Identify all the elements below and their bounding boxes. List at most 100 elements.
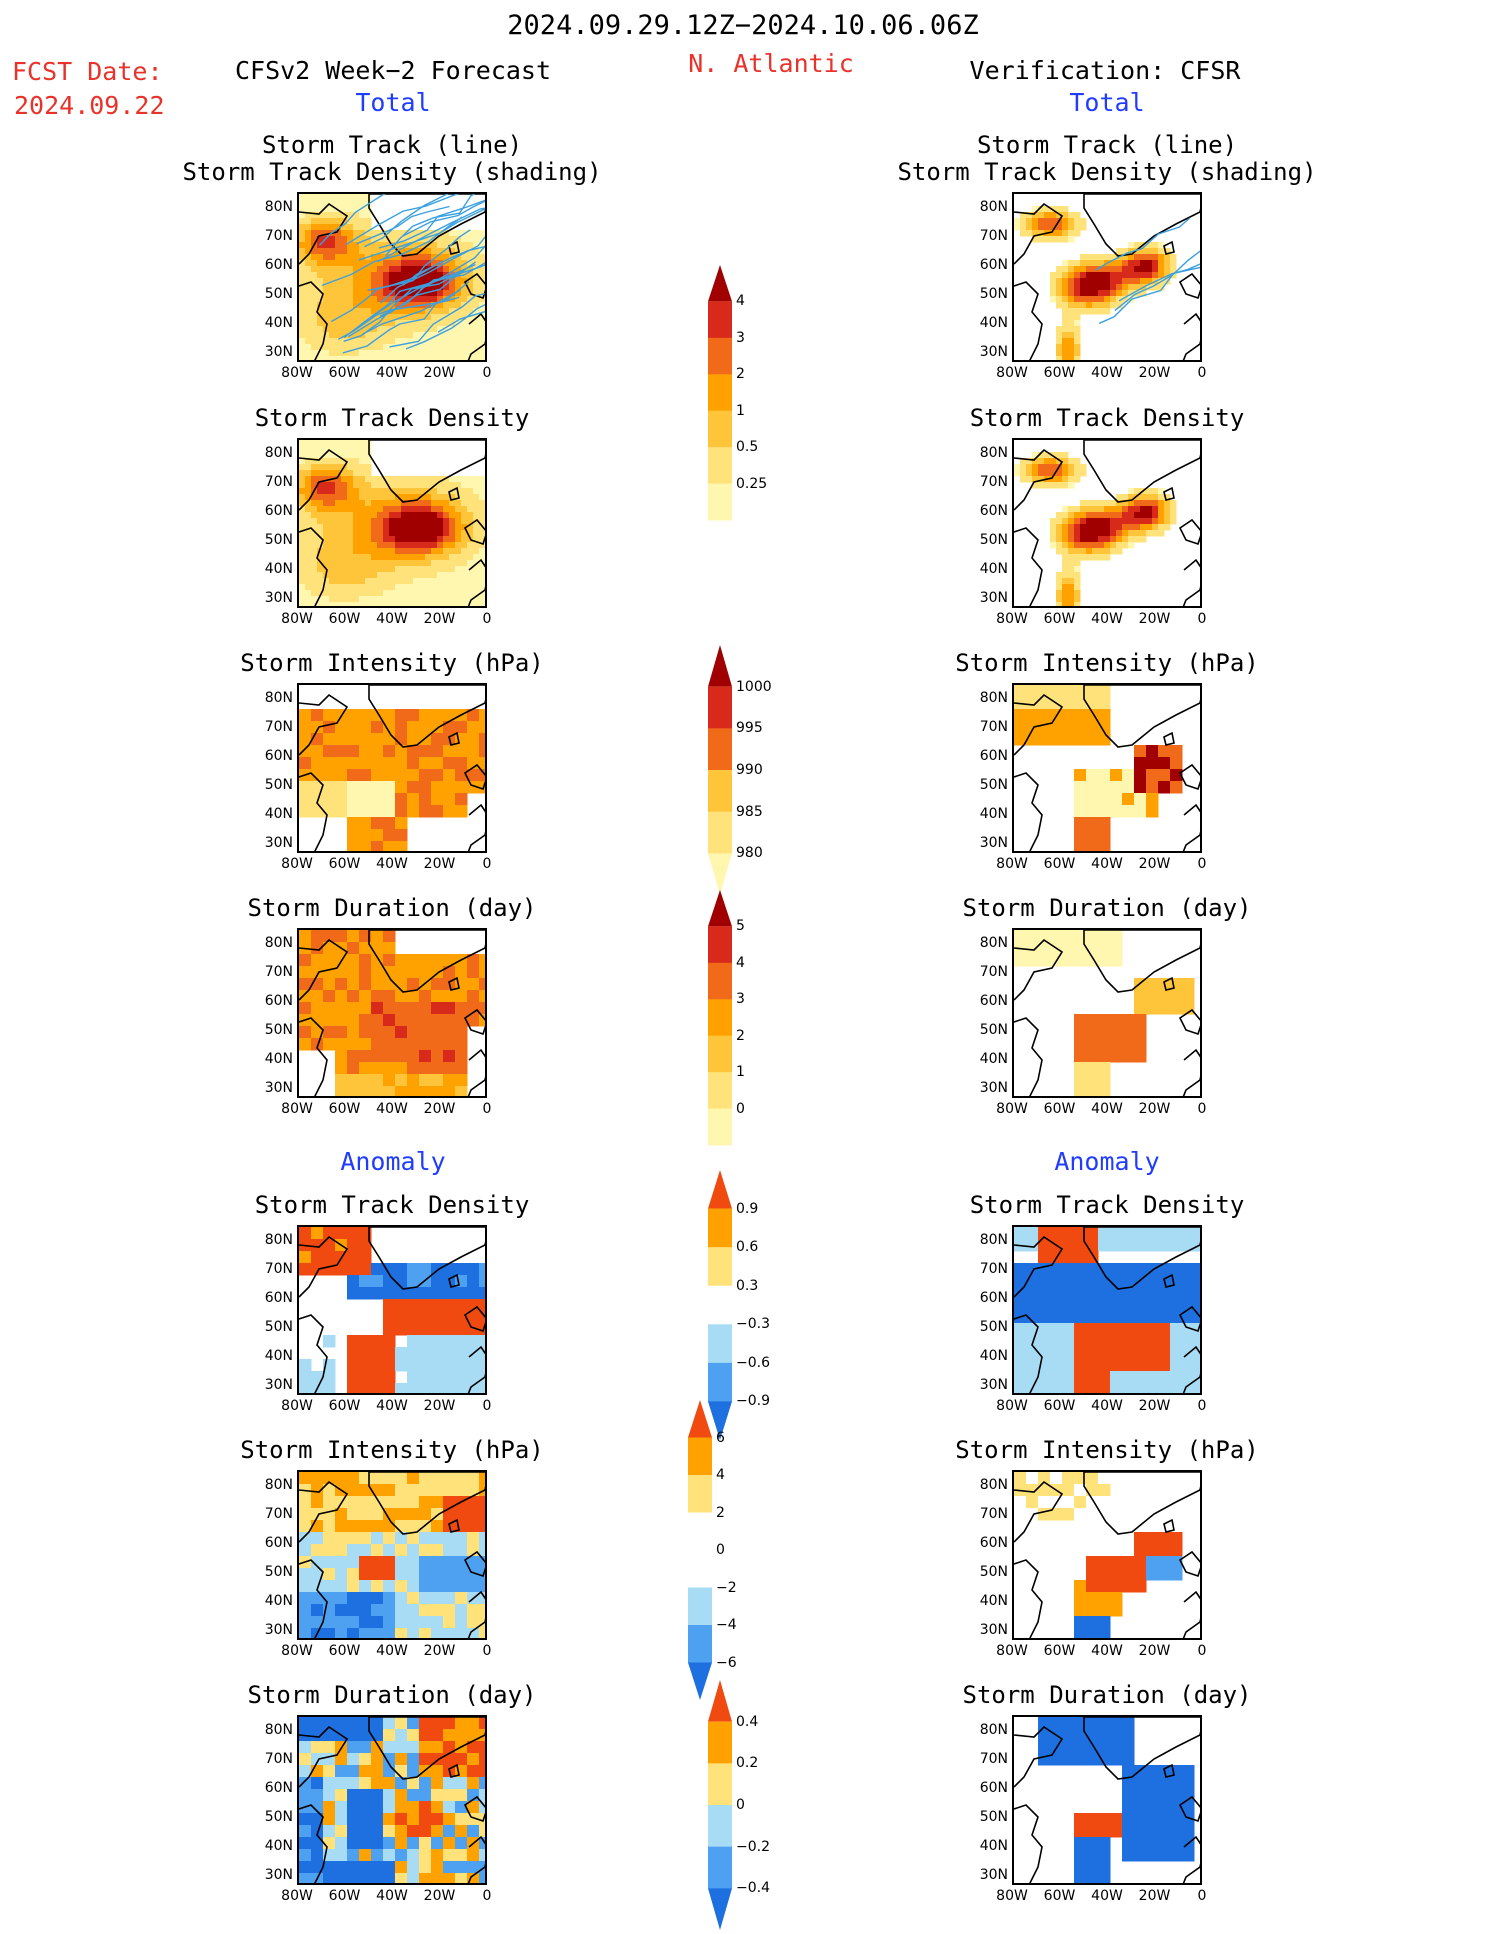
heat-cell [467,709,480,722]
heat-cell [395,476,402,483]
colorbar-segment [708,1846,732,1889]
heat-cell [1170,1311,1183,1324]
anom-density-fcst-xtick: 0 [482,1398,492,1414]
heat-cell [383,512,390,519]
heat-cell [305,260,312,267]
heat-cell [473,548,480,555]
heat-cell [1092,254,1099,261]
heat-cell [377,296,384,303]
heat-cell [479,602,485,606]
heat-cell [401,290,408,297]
heat-cell [1122,266,1129,273]
intensity-fcst-xtick: 20W [423,856,456,872]
heat-cell [347,218,354,225]
heat-cell [377,512,384,519]
heat-cell [401,584,408,591]
heat-cell [467,954,480,967]
heat-cell [335,338,342,345]
heat-cell [1122,1371,1135,1384]
heat-cell [311,230,318,237]
heat-cell [329,266,336,273]
heat-cell [317,548,324,555]
heat-cell [455,1347,468,1360]
heat-cell [1074,1014,1087,1027]
heat-cell [485,350,487,357]
heat-cell [371,1592,384,1605]
heat-cell [1110,1239,1123,1252]
heat-cell [455,266,462,273]
heat-cell [467,266,474,273]
heat-cell [1170,1287,1183,1300]
heat-cell [431,242,438,249]
heat-cell [1056,542,1063,549]
heat-cell [341,458,348,465]
heat-cell [311,572,318,579]
heat-cell [305,284,312,291]
heat-cell [383,338,390,345]
heat-cell [311,1263,324,1276]
heat-cell [407,596,414,603]
heat-cell [1146,1789,1159,1802]
heat-cell [1074,697,1087,710]
heat-cell [401,512,408,519]
heat-cell [341,314,348,321]
heat-cell [419,578,426,585]
heat-cell [311,446,318,453]
heat-cell [1170,769,1183,782]
heat-cell [359,793,372,806]
heat-cell [437,314,444,321]
heat-cell [413,530,420,537]
heat-cell [1086,1287,1099,1300]
coastline [299,1480,349,1543]
heat-cell [347,512,354,519]
heat-cell [1128,254,1135,261]
heat-cell [407,1777,420,1790]
heat-cell [1032,452,1039,459]
heat-cell [347,1849,360,1862]
heat-cell [431,1359,444,1372]
heat-cell [437,242,444,249]
heat-cell [371,530,378,537]
heat-cell [299,1825,312,1838]
heat-cell [1128,278,1135,285]
heat-cell [1062,942,1075,955]
heat-cell [353,560,360,567]
heat-cell [383,1383,396,1393]
heat-cell [419,1753,432,1766]
heat-cell [305,446,312,453]
heat-cell [341,332,348,339]
heat-cell [299,314,306,321]
heat-cell [1056,236,1063,243]
heat-cell [299,194,306,201]
intensity-verif-svg [1014,685,1200,851]
coastline [1083,1227,1200,1290]
heat-cell [347,338,354,345]
heat-cell [407,284,414,291]
heat-cell [1134,1532,1147,1545]
heat-cell [341,512,348,519]
heat-cell [455,554,462,561]
heat-cell [1134,242,1141,249]
heat-cell [1014,1287,1027,1300]
heat-cell [1158,506,1165,513]
intensity-verif-ytick: 30N [979,835,1008,851]
heat-cell [455,966,468,979]
heat-cell [1074,584,1081,591]
heat-cell [1146,1239,1159,1252]
heat-cell [1050,1275,1063,1288]
heat-cell [347,530,354,537]
heat-cell [359,572,366,579]
heat-cell [383,590,390,597]
heat-cell [1182,1371,1195,1384]
heat-cell [425,290,432,297]
heat-cell [407,1383,420,1393]
heat-cell [443,1777,456,1790]
heat-cell [335,584,342,591]
heat-cell [335,1801,348,1814]
heat-cell [371,494,378,501]
heat-cell [1086,500,1093,507]
heat-cell [353,470,360,477]
heat-cell [1158,769,1171,782]
heat-cell [1164,506,1171,513]
heat-cell [359,1604,372,1617]
